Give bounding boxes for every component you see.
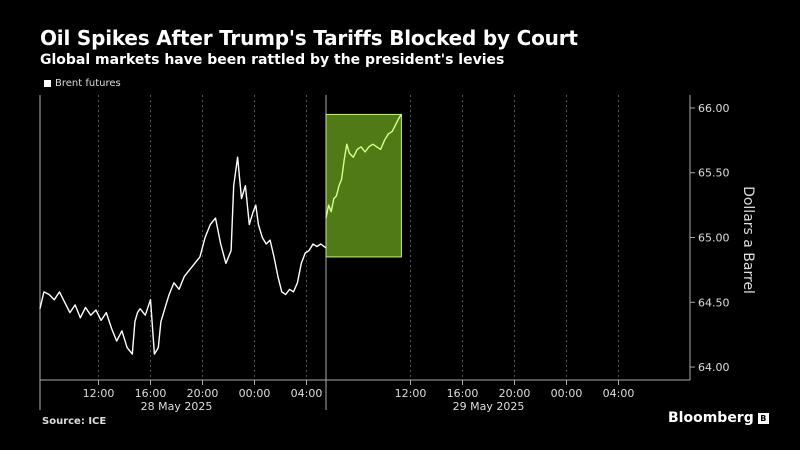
y-axis-label: Dollars a Barrel [740, 186, 756, 294]
x-tick-label: 12:00 [83, 387, 115, 400]
y-tick-label: 64.00 [698, 361, 730, 374]
x-tick-label: 16:00 [447, 387, 479, 400]
chart-title: Oil Spikes After Trump's Tariffs Blocked… [40, 26, 578, 50]
series-line-0 [39, 156, 327, 355]
legend-label: Brent futures [55, 78, 121, 89]
logo-mark-icon: B [757, 412, 769, 424]
y-tick-label: 65.50 [698, 167, 730, 180]
y-tick-label: 66.00 [698, 102, 730, 115]
x-tick-label: 00:00 [239, 387, 271, 400]
chart-subtitle: Global markets have been rattled by the … [40, 52, 505, 68]
x-tick-label: 16:00 [135, 387, 167, 400]
highlight-box [325, 113, 402, 258]
x-tick-label: 04:00 [291, 387, 323, 400]
legend-swatch [44, 80, 51, 87]
legend: Brent futures [44, 78, 121, 89]
logo-text: Bloomberg [668, 410, 754, 426]
x-tick-label: 20:00 [187, 387, 219, 400]
y-tick-label: 65.00 [698, 232, 730, 245]
x-date-label: 28 May 2025 [141, 400, 213, 413]
x-tick-label: 04:00 [603, 387, 635, 400]
x-date-label: 29 May 2025 [453, 400, 525, 413]
source-note: Source: ICE [42, 416, 107, 427]
x-tick-label: 00:00 [551, 387, 583, 400]
bloomberg-logo: Bloomberg B [668, 410, 769, 426]
x-tick-label: 12:00 [395, 387, 427, 400]
y-tick-label: 64.50 [698, 296, 730, 309]
series-line-1 [325, 114, 402, 219]
x-tick-label: 20:00 [499, 387, 531, 400]
